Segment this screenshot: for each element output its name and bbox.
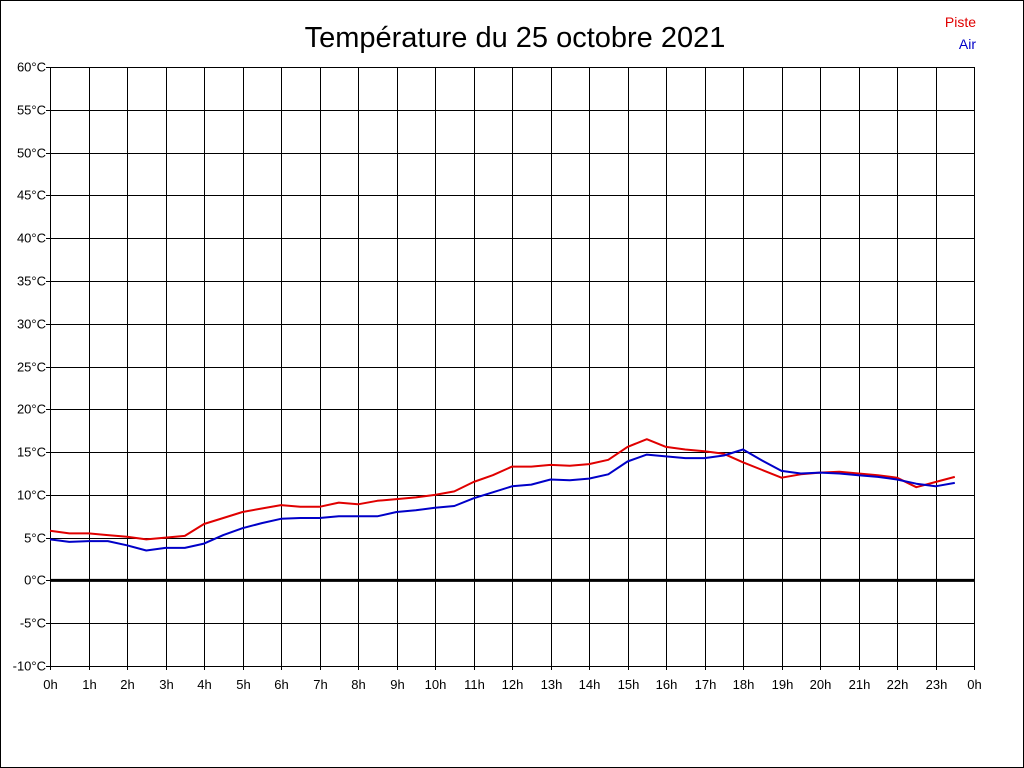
x-tick-label: 6h — [274, 677, 288, 692]
x-tick-label: 9h — [390, 677, 404, 692]
y-tick-label: 20°C — [17, 402, 46, 417]
x-tick-label: 15h — [618, 677, 640, 692]
x-tick-label: 0h — [967, 677, 981, 692]
x-tick-label: 1h — [82, 677, 96, 692]
legend-item-piste: Piste — [945, 14, 976, 30]
y-tick-label: 5°C — [24, 531, 46, 546]
x-tick-label: 4h — [197, 677, 211, 692]
legend-item-air: Air — [959, 36, 976, 52]
x-tick-label: 20h — [810, 677, 832, 692]
y-tick-label: 0°C — [24, 573, 46, 588]
series-line-air — [49, 448, 955, 552]
x-tick-label: 3h — [159, 677, 173, 692]
x-tick-label: 13h — [541, 677, 563, 692]
y-tick-label: 50°C — [17, 146, 46, 161]
y-tick-label: 15°C — [17, 445, 46, 460]
x-tick-label: 2h — [120, 677, 134, 692]
x-tick-label: 17h — [695, 677, 717, 692]
x-axis: 0h 1h 2h 3h 4h 5h 6h 7h 8h 9h 10h 11h 12h 13h 14h 15h 16… — [43, 666, 982, 692]
y-tick-label: 60°C — [17, 60, 46, 75]
x-tick-label: 8h — [351, 677, 365, 692]
x-tick-label: 0h — [43, 677, 57, 692]
y-tick-label: 40°C — [17, 231, 46, 246]
x-tick-label: 12h — [502, 677, 524, 692]
x-tick-label: 18h — [733, 677, 755, 692]
y-tick-label: -5°C — [20, 616, 46, 631]
y-tick-label: 55°C — [17, 103, 46, 118]
grid — [50, 67, 975, 667]
x-tick-label: 10h — [425, 677, 447, 692]
x-tick-label: 14h — [579, 677, 601, 692]
y-axis: 60°C 55°C 50°C 45°C 40°C 35°C 30°C 25°C 20°C 15°C… — [13, 60, 50, 674]
y-tick-label: 35°C — [17, 274, 46, 289]
series-lines — [49, 438, 956, 552]
y-tick-label: 10°C — [17, 488, 46, 503]
x-tick-label: 7h — [313, 677, 327, 692]
x-tick-label: 5h — [236, 677, 250, 692]
x-tick-label: 23h — [926, 677, 948, 692]
x-tick-label: 11h — [464, 677, 485, 692]
chart-title: Température du 25 octobre 2021 — [305, 22, 726, 54]
x-tick-label: 16h — [656, 677, 678, 692]
y-tick-label: 30°C — [17, 317, 46, 332]
legend: Piste Air — [945, 14, 976, 52]
x-tick-label: 21h — [849, 677, 871, 692]
y-tick-label: -10°C — [13, 659, 46, 674]
y-tick-label: 25°C — [17, 360, 46, 375]
y-tick-label: 45°C — [17, 188, 46, 203]
x-tick-label: 19h — [772, 677, 794, 692]
x-tick-label: 22h — [887, 677, 909, 692]
